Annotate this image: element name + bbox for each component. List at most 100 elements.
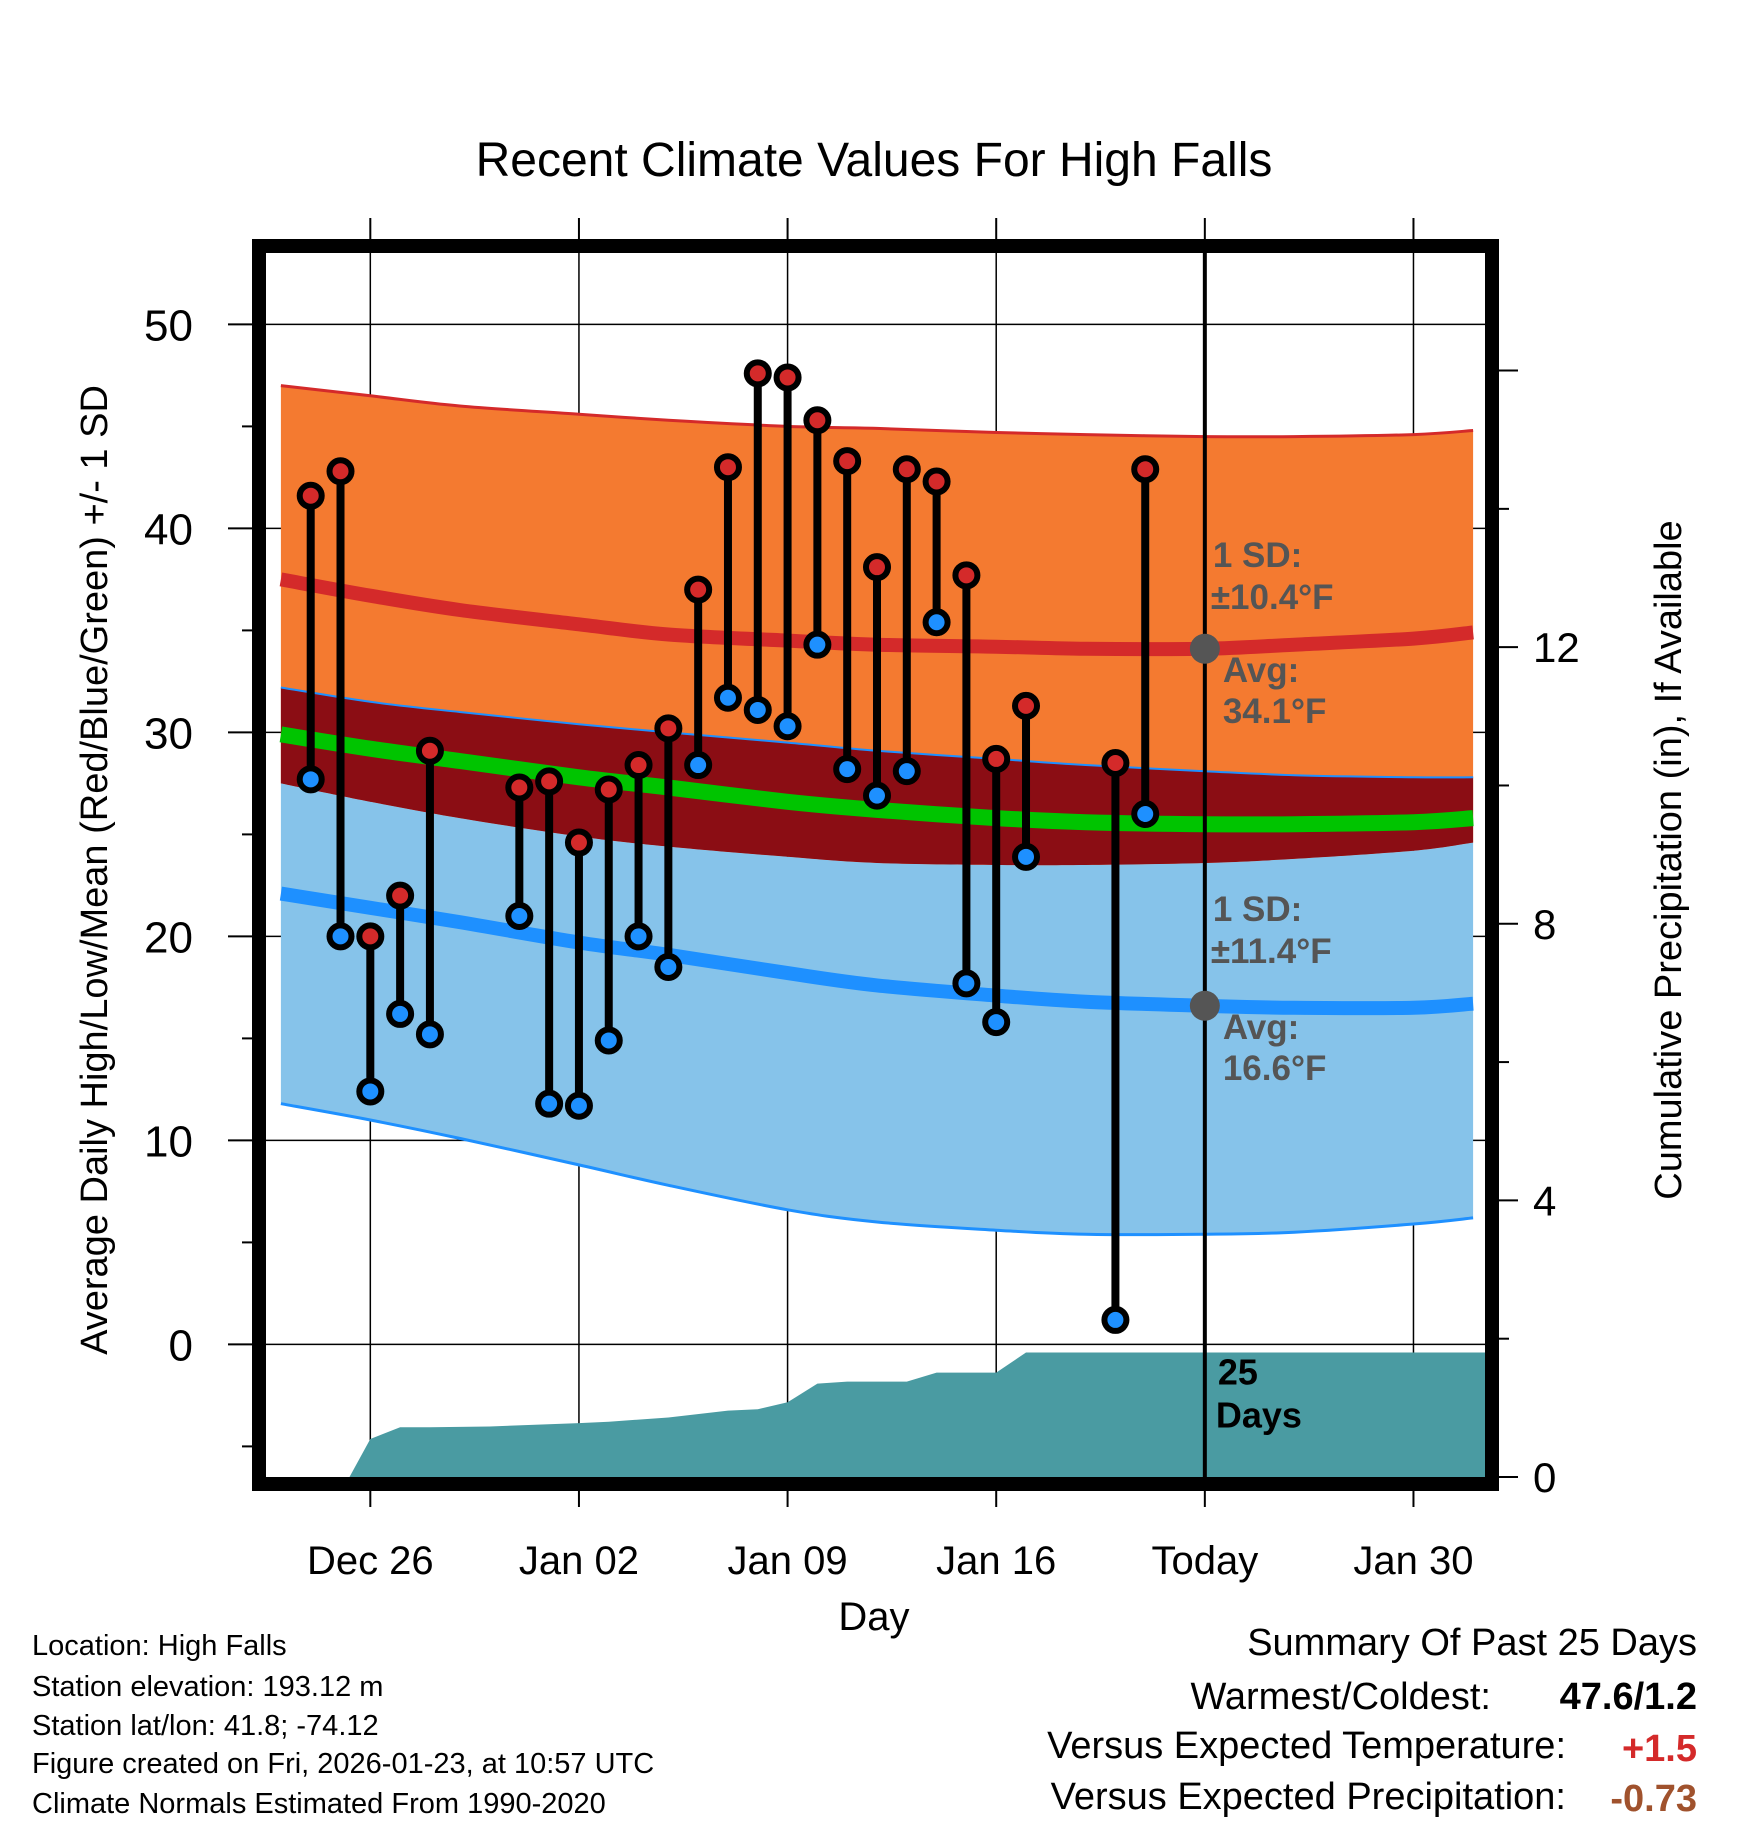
low-point bbox=[892, 757, 921, 786]
high-plus-sd-line bbox=[280, 384, 1474, 439]
mean-avg-line bbox=[279, 726, 1474, 833]
low-point bbox=[713, 683, 742, 712]
low-point bbox=[415, 1020, 444, 1049]
high-avg-label: Avg: bbox=[1223, 651, 1299, 690]
y2-tick-label: 4 bbox=[1533, 1177, 1556, 1224]
low-point bbox=[326, 922, 355, 951]
high-point bbox=[773, 363, 802, 392]
high-point bbox=[326, 457, 355, 486]
y-tick-label: 10 bbox=[144, 1117, 193, 1166]
temp-value: +1.5 bbox=[1621, 1728, 1697, 1770]
high-avg-value: 34.1°F bbox=[1223, 692, 1327, 731]
low-point bbox=[624, 922, 653, 951]
high-point bbox=[624, 751, 653, 780]
precip-label: Versus Expected Precipitation: bbox=[1050, 1776, 1566, 1818]
y-tick-label: 40 bbox=[144, 505, 193, 554]
low-point bbox=[296, 765, 325, 794]
high-point bbox=[982, 744, 1011, 773]
high-point bbox=[713, 453, 742, 482]
low-sd-value: ±11.4°F bbox=[1211, 932, 1332, 971]
high-point bbox=[684, 575, 713, 604]
low-point bbox=[833, 755, 862, 784]
low-point bbox=[982, 1008, 1011, 1037]
high-point bbox=[892, 455, 921, 484]
y2-tick-label: 8 bbox=[1533, 901, 1556, 948]
low-point bbox=[684, 751, 713, 780]
x-axis-label: Day bbox=[838, 1595, 909, 1639]
low-point bbox=[1131, 800, 1160, 828]
low-point bbox=[594, 1026, 623, 1055]
low-minus-sd-line bbox=[280, 1102, 1474, 1237]
elevation-text: Station elevation: 193.12 m bbox=[32, 1671, 384, 1703]
axes: 0 10 20 30 40 50 0 4 8 12 Dec 26 Jan 02 Jan 09 Jan 16… bbox=[144, 218, 1580, 1583]
summary-title: Summary Of Past 25 Days bbox=[1247, 1622, 1697, 1664]
low-point bbox=[535, 1089, 564, 1118]
high-point bbox=[1012, 691, 1041, 720]
low-avg-line bbox=[279, 886, 1474, 1016]
high-point bbox=[296, 481, 325, 510]
normal-bands bbox=[279, 384, 1474, 1237]
low-point bbox=[922, 608, 951, 637]
y2-tick-label: 12 bbox=[1533, 624, 1580, 671]
high-point bbox=[564, 828, 593, 857]
low-point bbox=[743, 695, 772, 724]
high-point bbox=[833, 447, 862, 476]
low-point bbox=[1012, 842, 1041, 871]
high-point bbox=[594, 775, 623, 804]
high-point bbox=[862, 553, 891, 582]
created-text: Figure created on Fri, 2026-01-23, at 10… bbox=[32, 1748, 655, 1780]
low-point bbox=[1101, 1305, 1130, 1334]
high-avg-marker bbox=[1189, 633, 1220, 664]
low-point bbox=[803, 630, 832, 659]
low-point bbox=[773, 712, 802, 741]
y2-tick-label: 0 bbox=[1533, 1454, 1556, 1501]
low-point bbox=[862, 781, 891, 810]
high-point bbox=[415, 736, 444, 765]
high-sd-value: ±10.4°F bbox=[1211, 578, 1334, 617]
x-tick-label: Jan 02 bbox=[519, 1539, 639, 1583]
low-avg-label: Avg: bbox=[1223, 1008, 1299, 1047]
y-tick-label: 30 bbox=[144, 709, 193, 758]
low-point bbox=[564, 1091, 593, 1120]
temp-label: Versus Expected Temperature: bbox=[1047, 1725, 1566, 1767]
location-text: Location: High Falls bbox=[32, 1630, 287, 1662]
precip-value: -0.73 bbox=[1610, 1778, 1697, 1820]
high-point bbox=[922, 467, 951, 496]
low-point bbox=[356, 1077, 385, 1106]
x-tick-label: Jan 16 bbox=[936, 1539, 1056, 1583]
high-point bbox=[743, 359, 772, 388]
precip-area bbox=[280, 1352, 1485, 1477]
low-avg-value: 16.6°F bbox=[1223, 1049, 1327, 1088]
days-word-label: Days bbox=[1216, 1395, 1302, 1436]
latlon-text: Station lat/lon: 41.8; -74.12 bbox=[32, 1710, 379, 1742]
high-point bbox=[1101, 749, 1130, 777]
high-point bbox=[654, 714, 683, 743]
low-avg-marker bbox=[1189, 990, 1220, 1021]
chart-title: Recent Climate Values For High Falls bbox=[476, 134, 1273, 187]
high-point bbox=[803, 406, 832, 435]
low-sd-label: 1 SD: bbox=[1213, 890, 1302, 929]
high-point bbox=[535, 767, 564, 796]
high-point bbox=[505, 773, 534, 802]
low-point bbox=[654, 953, 683, 981]
y2-axis-label: Cumulative Precipitation (in), If Availa… bbox=[1648, 520, 1690, 1199]
y-tick-label: 20 bbox=[144, 913, 193, 962]
low-point bbox=[386, 999, 415, 1028]
low-point bbox=[952, 969, 981, 998]
normals-text: Climate Normals Estimated From 1990-2020 bbox=[32, 1788, 606, 1820]
x-tick-label: Jan 09 bbox=[728, 1539, 848, 1583]
plot-frame bbox=[252, 239, 1499, 1491]
observations bbox=[296, 359, 1160, 1334]
warm-cold-value: 47.6/1.2 bbox=[1559, 1676, 1697, 1718]
high-sd-label: 1 SD: bbox=[1213, 536, 1302, 575]
y-tick-label: 0 bbox=[169, 1321, 193, 1370]
x-tick-label: Today bbox=[1151, 1539, 1258, 1583]
y-axis-label: Average Daily High/Low/Mean (Red/Blue/Gr… bbox=[74, 385, 116, 1355]
days-count-label: 25 bbox=[1218, 1352, 1258, 1393]
x-tick-label: Dec 26 bbox=[307, 1539, 434, 1583]
low-point bbox=[505, 902, 534, 930]
warm-cold-label: Warmest/Coldest: bbox=[1190, 1676, 1491, 1718]
precip-fill bbox=[280, 1352, 1485, 1477]
